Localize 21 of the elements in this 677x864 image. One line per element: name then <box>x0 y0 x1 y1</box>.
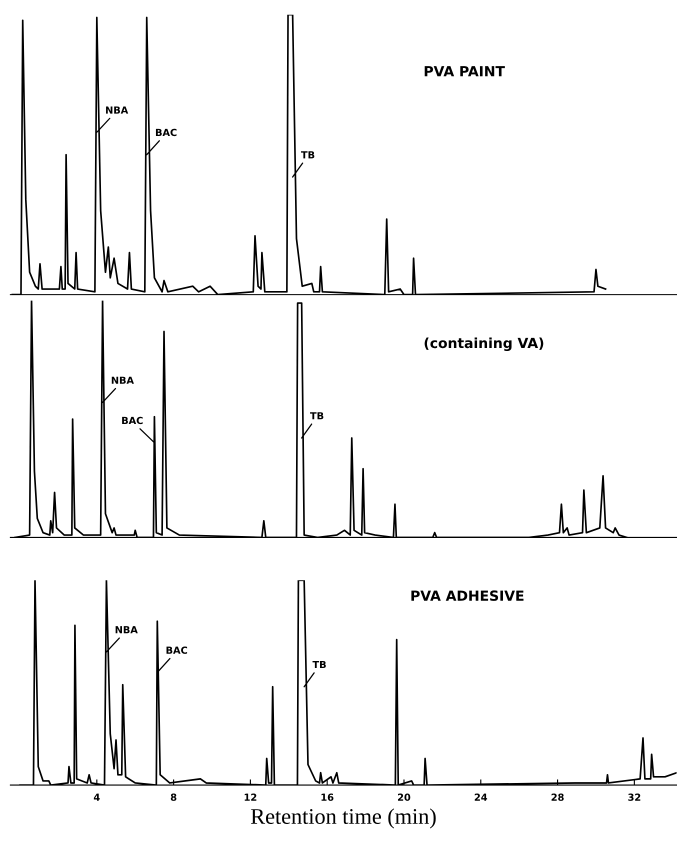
text: (containing VA) <box>424 337 544 352</box>
text: PVA ADHESIVE <box>411 590 524 601</box>
x-tick-label: 32 <box>628 794 640 801</box>
x-tick-label: 28 <box>552 794 564 801</box>
x-tick-label: 4 <box>94 794 100 801</box>
annotation: NBA <box>112 376 134 384</box>
annotation: BAC <box>156 128 177 136</box>
annotation: TB <box>312 660 326 668</box>
x-tick-label: 20 <box>398 794 410 801</box>
x-tick-label: 12 <box>244 794 256 801</box>
text: PVA PAINT <box>424 66 505 76</box>
annotation: BAC <box>122 416 143 424</box>
annotation: BAC <box>166 646 188 654</box>
annotation: NBA <box>106 106 128 114</box>
annotation: TB <box>310 412 324 420</box>
annotation: TB <box>301 151 314 158</box>
x-axis-title: Retention time (min) <box>250 808 436 828</box>
x-tick-label: 16 <box>322 794 334 801</box>
x-tick-label: 24 <box>474 794 488 801</box>
annotation: NBA <box>116 626 138 634</box>
x-tick-label: 8 <box>170 794 176 801</box>
